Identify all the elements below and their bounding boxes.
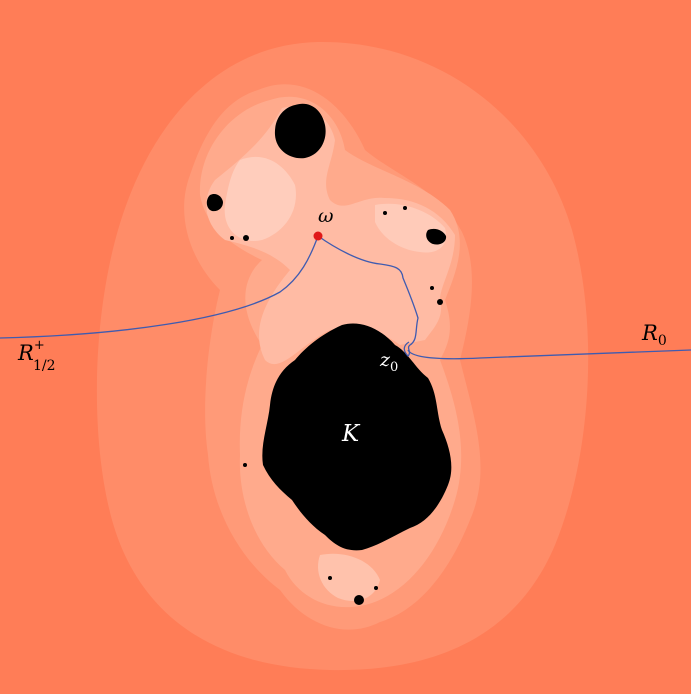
label-omega: ω (318, 205, 334, 227)
label-z0-sub: 0 (390, 360, 398, 375)
label-r0-sub: 0 (658, 333, 667, 349)
label-z0: z0 (379, 349, 398, 375)
external-ray-zero (407, 349, 691, 360)
filled-set-speck (374, 586, 378, 590)
label-rhalf-sub: 1/2 (33, 358, 56, 374)
label-z0-base: z (379, 349, 391, 371)
label-rhalf-base: R (17, 341, 34, 365)
external-ray-connector (317, 235, 419, 357)
external-ray-half (0, 235, 319, 339)
filled-set-speck (403, 206, 407, 210)
filled-set-left (206, 193, 223, 212)
filled-set-top (274, 103, 326, 159)
light-patch-bottom (318, 553, 380, 601)
label-r0-base: R (641, 321, 658, 345)
filled-set-right (426, 228, 447, 245)
label-r0: R0 (641, 321, 667, 349)
label-rhalf-sup: + (34, 338, 45, 353)
label-rhalf: R+ 1/2 (17, 338, 56, 374)
label-k: K (341, 421, 361, 447)
filled-set-speck (383, 211, 387, 215)
filled-set-bottom (354, 595, 364, 605)
filled-set-speck (243, 235, 249, 241)
filled-set-main (262, 323, 452, 551)
filled-set-speck (437, 299, 443, 305)
point-omega (313, 231, 323, 241)
filled-set-speck (230, 236, 234, 240)
filled-set-speck (328, 576, 332, 580)
filled-set-speck (243, 463, 247, 467)
filled-set-speck (430, 286, 434, 290)
light-patch-upper (224, 156, 296, 241)
